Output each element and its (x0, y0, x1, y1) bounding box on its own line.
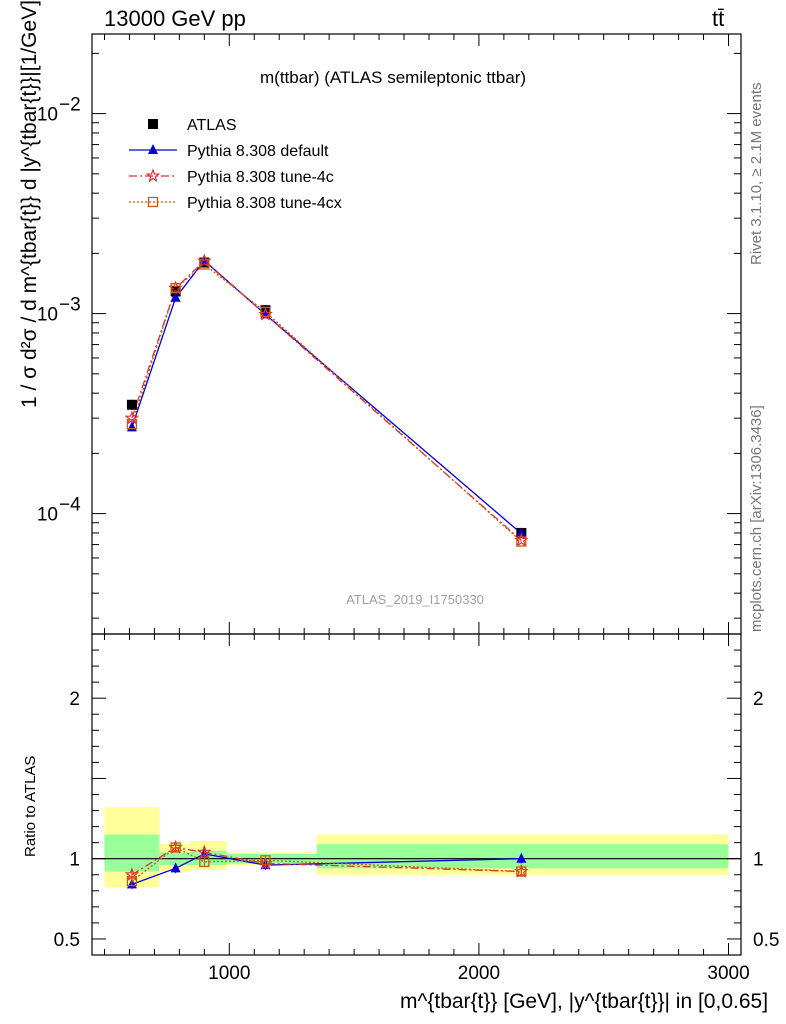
point-3-2 (199, 259, 210, 270)
point-3-4 (516, 536, 527, 547)
legend-marker-3 (147, 196, 159, 208)
x-tick-label: 1000 (208, 963, 250, 984)
y-tick-power: −3 (59, 295, 81, 316)
ratio-point-2-3 (260, 855, 271, 866)
point-3-0 (126, 419, 138, 430)
y-tick-label: 10 (37, 505, 58, 526)
point-2-0 (124, 410, 140, 425)
legend-marker-0 (148, 119, 158, 129)
y-tick-label: 10 (37, 305, 58, 326)
analysis-id: ATLAS_2019_I1750330 (346, 592, 484, 607)
plot-title: m(ttbar) (ATLAS semileptonic ttbar) (260, 68, 527, 87)
ratio-point-0-1 (170, 862, 181, 873)
ratio-band-stat (104, 834, 160, 872)
ratio-y-tick-label-right: 2 (753, 689, 764, 710)
legend-marker-2 (145, 168, 161, 183)
header-energy: 13000 GeV pp (104, 6, 246, 31)
point-3-3 (260, 306, 271, 318)
header-process: tt̄ (712, 6, 725, 31)
rivet-label: Rivet 3.1.10, ≥ 2.1M events (748, 82, 765, 266)
ratio-line-2 (131, 846, 522, 882)
ratio-point-2-2 (199, 856, 210, 868)
point-3-1 (170, 283, 181, 294)
legend-label-0: ATLAS (187, 117, 237, 134)
y-tick-label: 10 (37, 105, 58, 126)
x-tick-label: 2000 (458, 963, 500, 984)
ratio-y-tick-label: 2 (69, 689, 80, 710)
y-axis-title: 1 / σ d²σ / d m^{tbar{t}} d |y^{tbar{t}}… (18, 0, 41, 408)
ratio-point-2-4 (516, 866, 527, 877)
ratio-y-tick-label-right: 0.5 (753, 930, 779, 951)
legend-label-3: Pythia 8.308 tune-4cx (187, 195, 342, 212)
series-line-2 (131, 260, 522, 541)
ratio-y-tick-label: 0.5 (54, 930, 80, 951)
point-1-4 (516, 527, 527, 538)
x-axis-title: m^{tbar{t}} [GeV], |y^{tbar{t}}| in [0,0… (400, 990, 769, 1013)
y-tick-power: −4 (59, 495, 81, 516)
ratio-y-tick-label: 1 (69, 850, 80, 871)
mcplots-label: mcplots.cern.ch [arXiv:1306.3436] (748, 405, 765, 632)
series-line-3 (131, 263, 522, 542)
ratio-point-2-1 (170, 842, 181, 853)
ratio-point-0-4 (516, 852, 527, 863)
x-tick-label: 3000 (707, 963, 749, 984)
ratio-point-1-2 (197, 844, 212, 859)
ratio-frame (91, 633, 742, 956)
legend-label-2: Pythia 8.308 tune-4c (187, 169, 334, 186)
point-0-1 (170, 286, 181, 297)
legend-marker-1 (148, 144, 158, 154)
ratio-point-2-0 (126, 876, 138, 887)
legend-label-1: Pythia 8.308 default (187, 143, 329, 160)
point-1-1 (170, 291, 181, 302)
point-2-2 (196, 253, 212, 268)
point-0-0 (126, 399, 137, 410)
series-line-1 (131, 259, 522, 534)
y-tick-power: −2 (59, 95, 81, 116)
ratio-y-tick-label-right: 1 (753, 850, 764, 871)
ratio-axis-title: Ratio to ATLAS (22, 755, 39, 857)
